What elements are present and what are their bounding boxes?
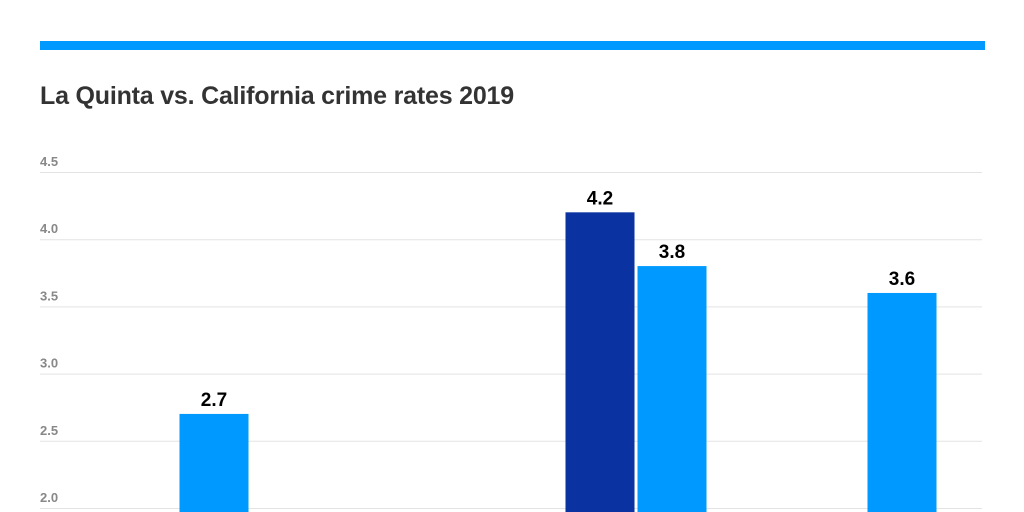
y-tick-label: 3.0 (40, 356, 58, 371)
bar (179, 413, 249, 512)
y-tick-label: 2.0 (40, 490, 58, 505)
bar (565, 212, 635, 512)
y-tick-label: 3.5 (40, 288, 58, 303)
y-tick-label: 4.0 (40, 221, 58, 236)
data-label: 3.8 (659, 242, 685, 263)
y-tick-label: 4.5 (40, 154, 58, 169)
chart-title: La Quinta vs. California crime rates 201… (40, 82, 514, 110)
data-label: 2.7 (201, 390, 227, 411)
data-label: 3.6 (889, 269, 915, 290)
bar (867, 292, 937, 512)
bar (637, 266, 707, 512)
data-label: 4.2 (587, 188, 613, 209)
header-accent-bar (40, 41, 985, 50)
y-tick-label: 2.5 (40, 423, 58, 438)
